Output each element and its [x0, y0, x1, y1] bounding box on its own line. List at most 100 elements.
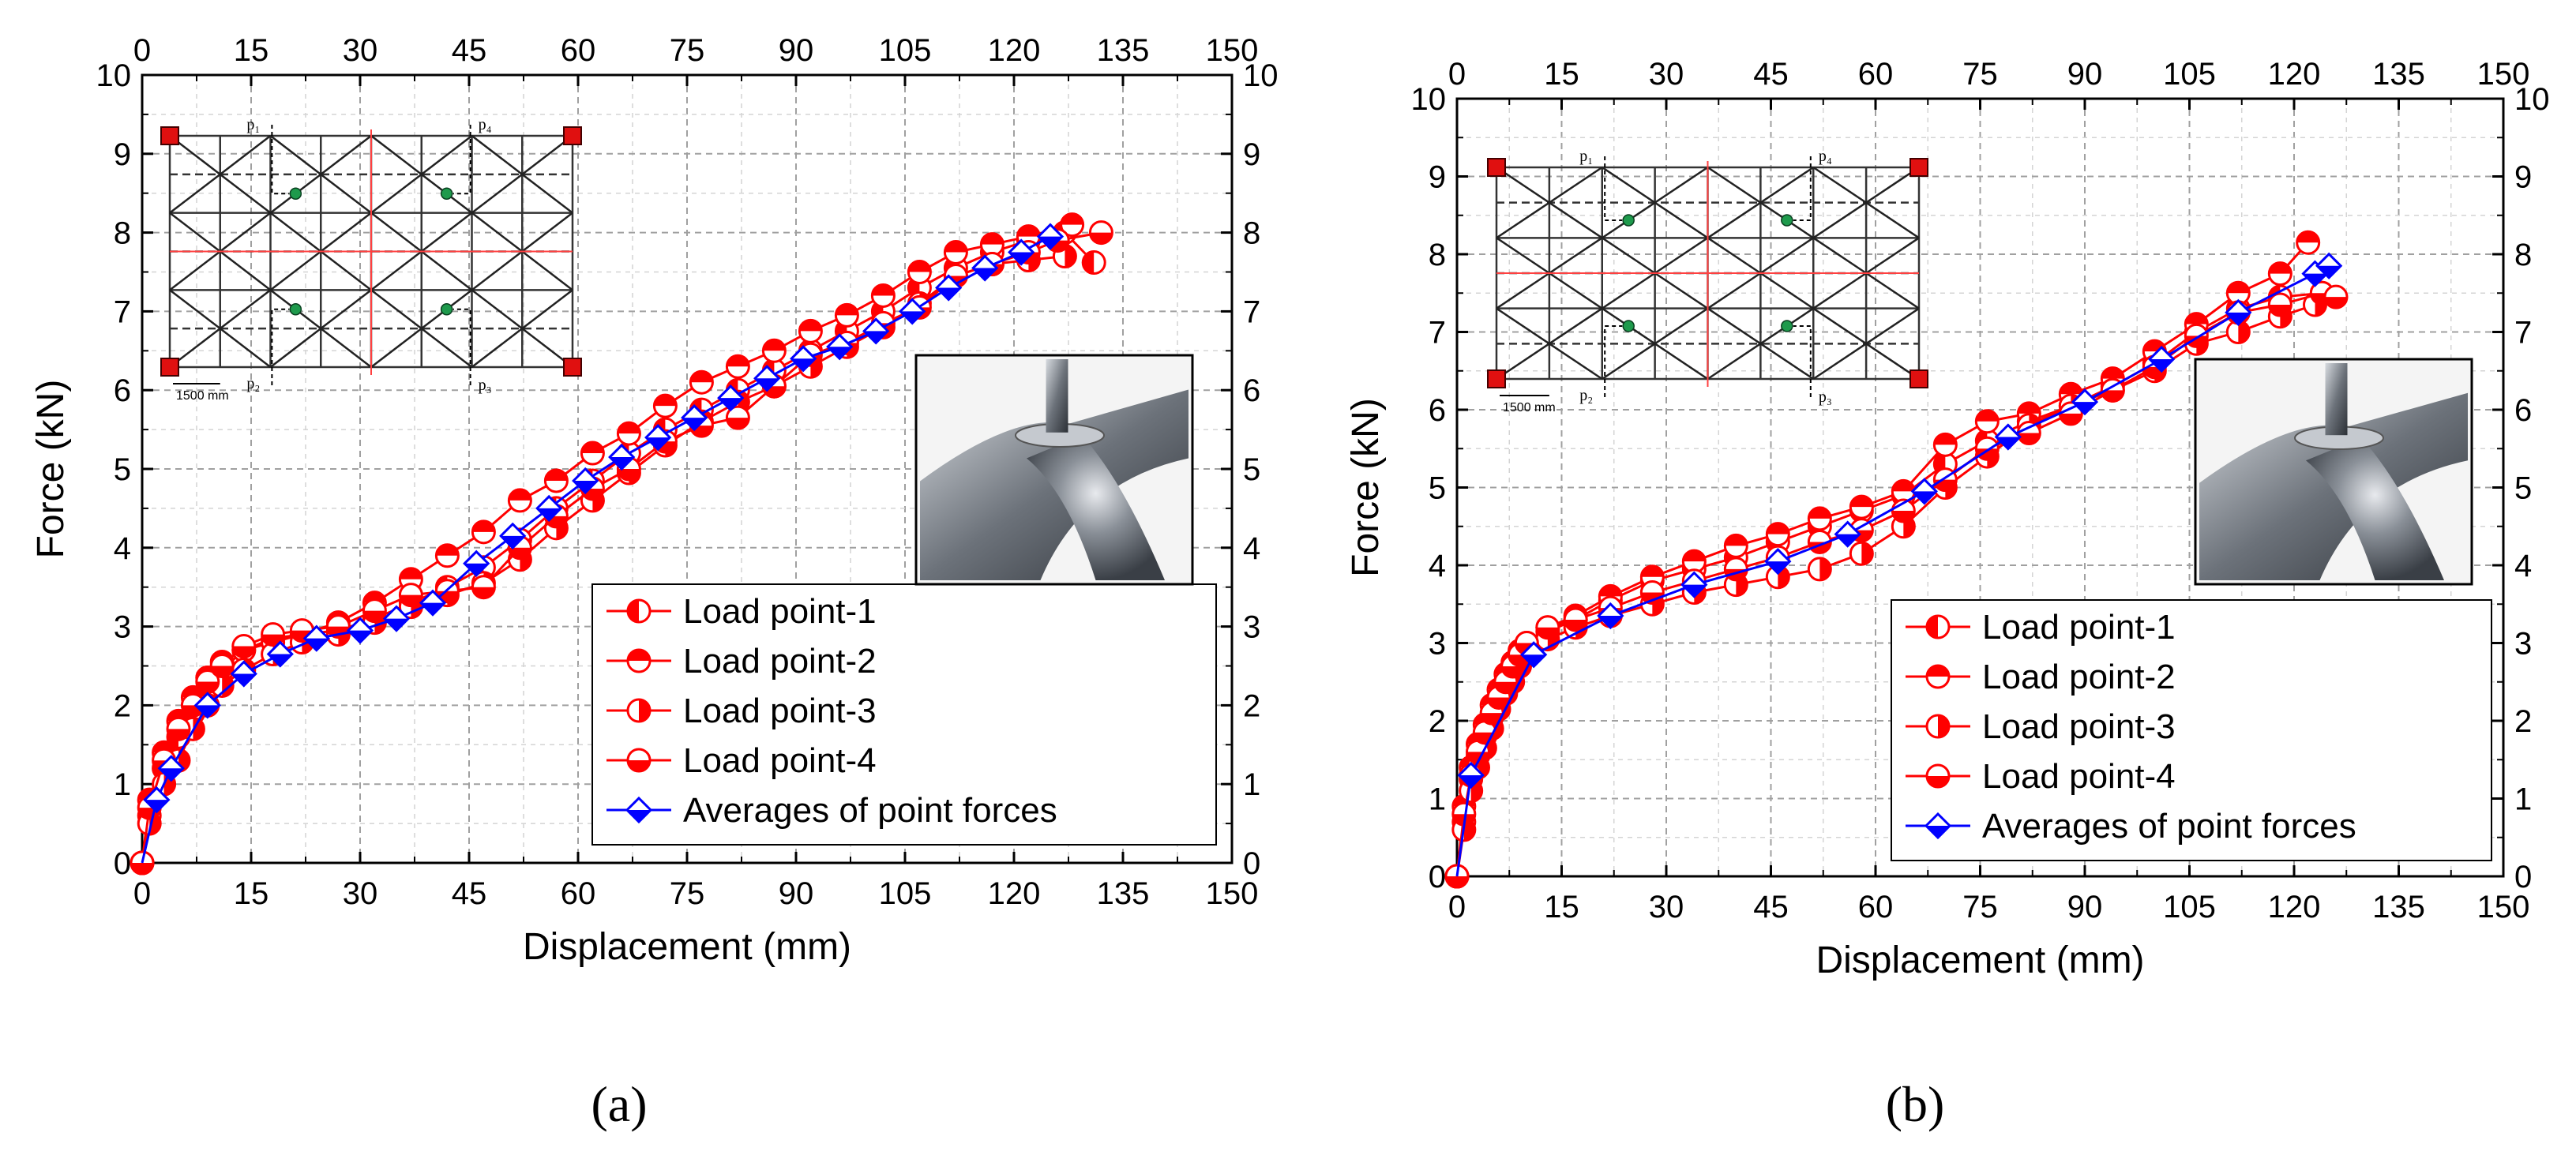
inset-diagonal [1549, 166, 1603, 204]
leader-line [1604, 156, 1623, 221]
data-point [899, 298, 926, 325]
marker-fill [2227, 282, 2250, 294]
marker-fill [2060, 383, 2082, 395]
inset-diagonal [1549, 237, 1603, 275]
inset-diagonal [1496, 272, 1550, 309]
marker-fill [545, 469, 568, 481]
inset-diagonal [169, 212, 221, 253]
x-tick-label: 135 [2372, 890, 2425, 924]
data-point [1563, 607, 1588, 632]
y-tick-label-right: 9 [1243, 137, 1260, 172]
marker-fill [1996, 437, 2020, 449]
marker-fill [1009, 252, 1034, 264]
marker-fill [464, 563, 489, 576]
marker-fill [1927, 666, 1949, 677]
marker-fill [610, 457, 634, 470]
marker-fill [348, 630, 372, 643]
series-line [1455, 264, 2330, 877]
inset-diagonal [521, 289, 573, 330]
data-point [2267, 261, 2292, 287]
data-point [1807, 506, 1832, 531]
y-tick-label: 10 [96, 58, 132, 93]
y-tick-label: 7 [114, 294, 131, 329]
inset-label-p2: p₂ [246, 375, 260, 392]
leader-line [1604, 325, 1623, 397]
inset-diagonal [471, 212, 524, 253]
marker-fill [2018, 433, 2041, 444]
marker-fill [472, 587, 495, 598]
marker-fill [836, 304, 858, 316]
data-point [1535, 615, 1560, 640]
marker-fill [231, 673, 256, 686]
inset-diagonal [169, 289, 221, 330]
inset-diagonal [1549, 307, 1603, 345]
data-point [1681, 549, 1707, 574]
data-point [419, 589, 447, 617]
legend-swatch-marker [1925, 614, 1951, 639]
legend-box [591, 583, 1217, 846]
legend-label: Averages of point forces [1982, 807, 2356, 846]
x-tick-label: 150 [2477, 890, 2530, 924]
inset-diagonal [1812, 237, 1867, 275]
inset-diagonal [269, 135, 322, 175]
inset-diagonal [521, 212, 573, 253]
inset-diagonal [370, 250, 422, 291]
data-point [681, 404, 708, 432]
inset-diagonal [420, 328, 473, 368]
x-tick-label: 60 [561, 876, 596, 911]
inset-diagonal [1759, 237, 1814, 275]
marker-fill [727, 418, 749, 429]
inset-diagonal [320, 212, 372, 253]
marker-fill [2303, 273, 2327, 286]
y-tick-label-right: 7 [1243, 294, 1260, 329]
marker-fill [581, 442, 604, 454]
marker-fill [211, 666, 234, 677]
x-tick-label-top: 150 [1206, 33, 1259, 68]
inset-diagonal [1759, 343, 1814, 381]
inset-diagonal [320, 250, 372, 291]
y-tick-label-right: 10 [1243, 58, 1279, 93]
data-point [1849, 541, 1874, 566]
marker-fill [2018, 402, 2041, 414]
inset-diagonal [320, 289, 372, 330]
support-icon [563, 358, 582, 377]
marker-fill [232, 646, 255, 658]
y-tick-label-right: 2 [2514, 704, 2532, 739]
data-point [652, 393, 678, 418]
x-tick-label: 45 [452, 876, 487, 911]
series-5 [1455, 252, 2343, 877]
x-tick-label: 120 [2268, 890, 2321, 924]
chart-panel-1: 0015153030454560607575909010510512012013… [30, 33, 1279, 1132]
y-tick-label: 2 [114, 688, 131, 723]
marker-fill [501, 535, 525, 548]
x-tick-label-top: 105 [879, 33, 932, 68]
data-point [266, 640, 294, 668]
data-point [1036, 223, 1065, 250]
support-icon [1909, 158, 1928, 177]
inset-diagonal [1707, 272, 1762, 309]
y-tick-label-right: 0 [1243, 846, 1260, 881]
marker-fill [2185, 313, 2208, 324]
support-icon [1487, 158, 1506, 177]
legend-swatch-marker [626, 748, 652, 773]
marker-fill [763, 339, 786, 351]
data-point [1764, 547, 1792, 576]
data-point [689, 369, 714, 395]
data-point [471, 519, 496, 545]
marker-fill [639, 699, 650, 722]
y-tick-label: 6 [114, 373, 131, 408]
data-point [2323, 284, 2349, 309]
marker-fill [436, 544, 459, 556]
inset-diagonal [370, 212, 422, 253]
inset-diagonal [1549, 272, 1603, 309]
x-tick-label: 30 [343, 876, 378, 911]
marker-fill [1065, 245, 1076, 268]
inset-label-p4: p₄ [1819, 148, 1832, 165]
data-point [2267, 292, 2292, 317]
inset-diagonal [219, 289, 272, 330]
marker-fill [1725, 534, 1748, 546]
structure-inset: p₁ p₄ p₂ p₃ 1500 mm [1487, 148, 1928, 414]
marker-fill [159, 768, 183, 781]
x-tick-label: 90 [779, 876, 814, 911]
